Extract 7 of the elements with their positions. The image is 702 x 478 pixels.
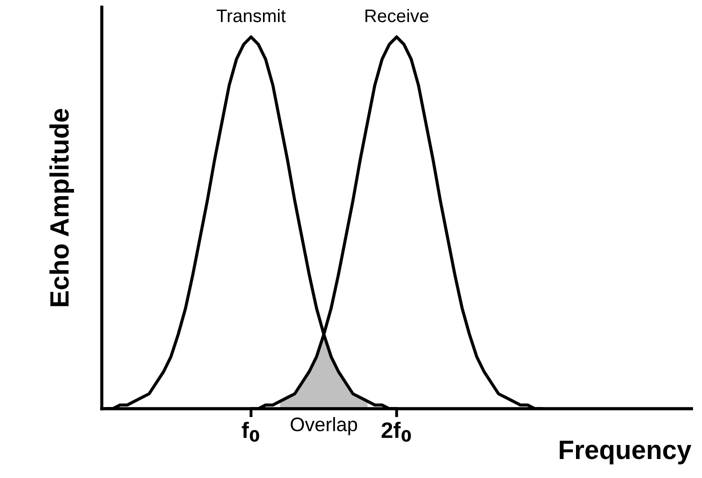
series-label: Receive [365, 8, 428, 22]
x-tick-label: f$_{0}$ [242, 422, 260, 442]
series-label: Transmit [216, 8, 286, 22]
text: Overlap [290, 417, 358, 436]
y-axis-title: Echo Amplitude [49, 108, 74, 306]
x-axis-title: Frequency [560, 440, 692, 464]
x-tick-label: 2f$_{0}$ [382, 422, 411, 442]
